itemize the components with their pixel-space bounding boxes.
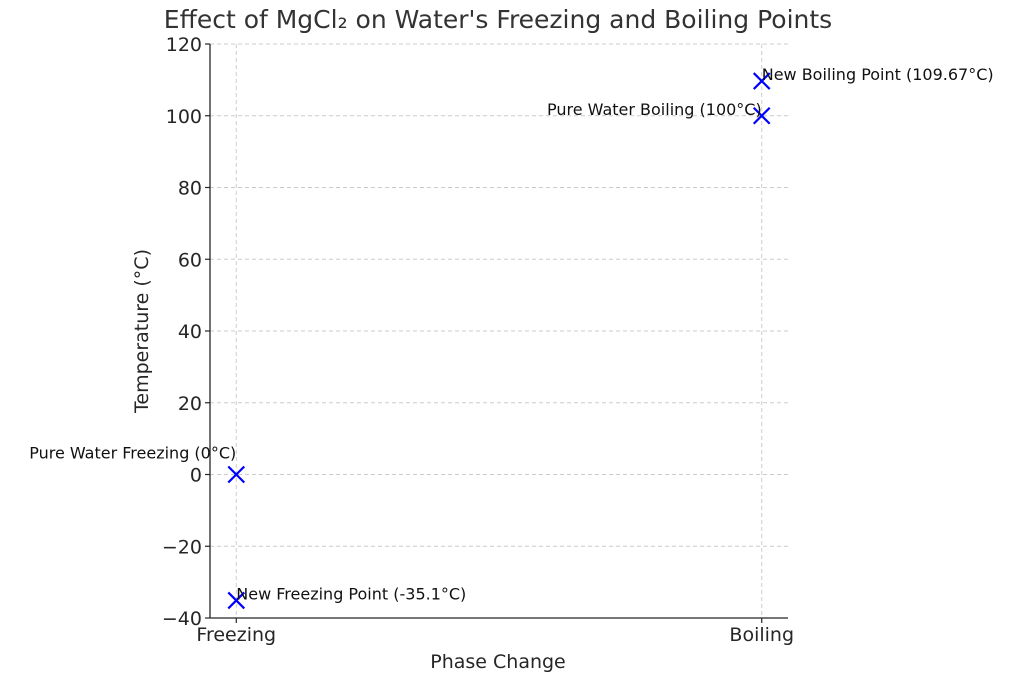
- point-annotation: Pure Water Freezing (0°C): [29, 444, 236, 463]
- data-point: New Freezing Point (-35.1°C): [227, 584, 466, 610]
- y-tick-label: 120: [166, 34, 202, 56]
- data-point: Pure Water Freezing (0°C): [29, 444, 246, 484]
- y-tick-label: −40: [162, 608, 202, 630]
- x-marker: [227, 465, 246, 484]
- x-tick-label: Boiling: [729, 624, 794, 646]
- x-tick-label: Freezing: [196, 624, 276, 646]
- y-tick-label: 80: [178, 178, 202, 200]
- y-tick-label: 60: [178, 249, 202, 271]
- data-point: Pure Water Boiling (100°C): [547, 100, 771, 125]
- data-point: New Boiling Point (109.67°C): [752, 65, 994, 90]
- y-axis-label: Temperature (°C): [131, 249, 153, 414]
- ticks: −40 −20 0 20 40 60 80 100 120 Freezing Boiling: [162, 34, 794, 646]
- data-points: Pure Water Freezing (0°C) New Freezing Po…: [29, 65, 994, 610]
- x-marker: [752, 72, 771, 90]
- point-annotation: New Freezing Point (-35.1°C): [236, 584, 466, 603]
- y-tick-label: 40: [178, 321, 202, 343]
- y-tick-label: 20: [178, 393, 202, 415]
- point-annotation: Pure Water Boiling (100°C): [547, 100, 762, 119]
- y-tick-label: 0: [190, 465, 202, 487]
- x-marker: [227, 591, 246, 610]
- y-tick-label: 100: [166, 106, 202, 128]
- x-axis-label: Phase Change: [430, 651, 566, 673]
- x-marker: [752, 106, 771, 125]
- y-tick-label: −20: [162, 536, 202, 558]
- grid: [210, 43, 788, 619]
- chart-title: Effect of MgCl₂ on Water's Freezing and …: [164, 5, 832, 34]
- point-annotation: New Boiling Point (109.67°C): [762, 65, 994, 84]
